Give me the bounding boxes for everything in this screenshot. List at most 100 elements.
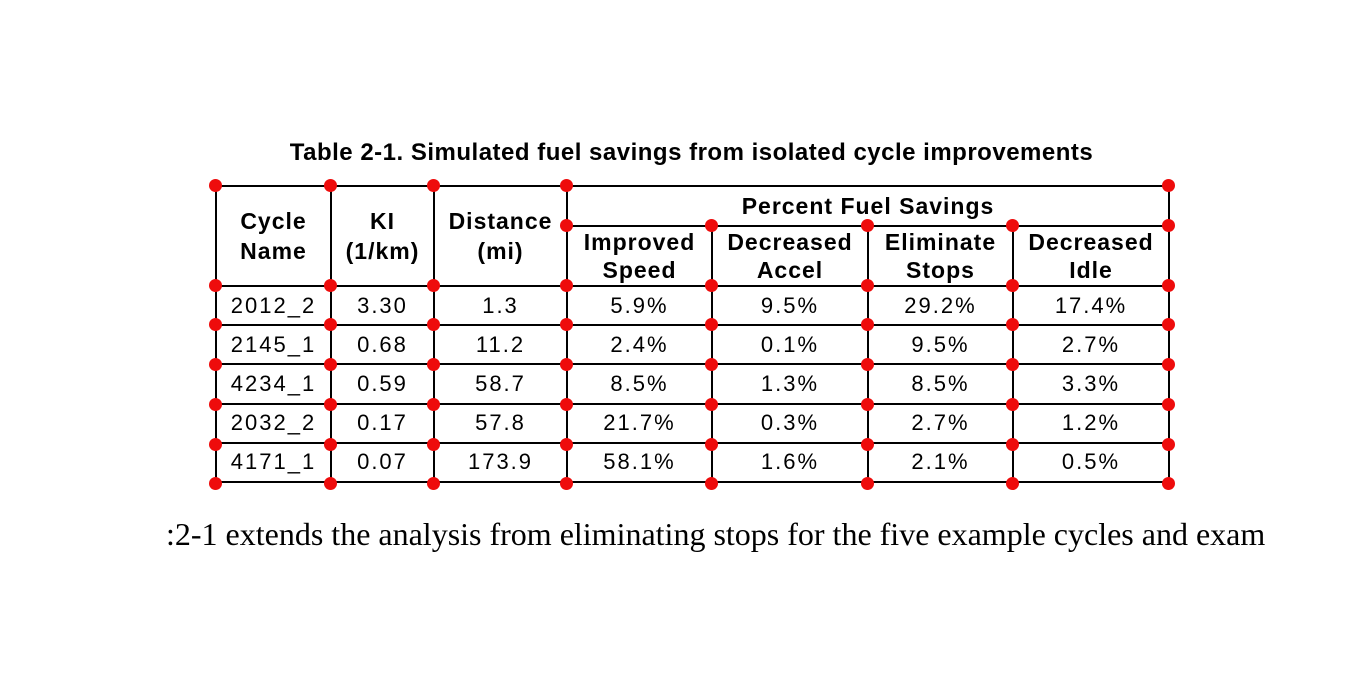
vertex-dot: [1005, 218, 1019, 232]
vertex-dot: [559, 437, 573, 451]
cell-decreased-idle: 17.4%: [1011, 284, 1171, 327]
cell-improved-speed: 8.5%: [566, 363, 713, 405]
vertex-dot: [426, 476, 440, 490]
vertex-dot: [1005, 278, 1019, 292]
table-row: 2012_2 3.30 1.3 5.9% 9.5% 29.2% 17.4%: [215, 284, 1171, 327]
vertex-dot: [704, 218, 718, 232]
vertex-dot: [860, 437, 874, 451]
vertex-dot: [208, 317, 222, 331]
table-row: 2145_1 0.68 11.2 2.4% 0.1% 9.5% 2.7%: [215, 324, 1171, 366]
header-improved-speed: Improved Speed: [566, 225, 713, 287]
vertex-dot: [426, 317, 440, 331]
cell-cycle-name: 2032_2: [215, 402, 332, 444]
vertex-dot: [426, 397, 440, 411]
cell-improved-speed: 58.1%: [566, 441, 713, 484]
vertex-dot: [1161, 476, 1175, 490]
vertex-dot: [559, 357, 573, 371]
header-ki: KI (1/km): [330, 185, 435, 287]
vertex-dot: [426, 178, 440, 192]
header-cycle-name: Cycle Name: [215, 185, 332, 287]
vertex-dot: [704, 476, 718, 490]
vertex-dot: [208, 437, 222, 451]
vertex-dot: [1005, 397, 1019, 411]
vertex-dot: [426, 357, 440, 371]
vertex-dot: [1161, 178, 1175, 192]
cell-cycle-name: 4234_1: [215, 363, 332, 405]
clipped-text-fragment: :: [166, 516, 175, 552]
table-row: 2032_2 0.17 57.8 21.7% 0.3% 2.7% 1.2%: [215, 402, 1171, 444]
vertex-dot: [559, 397, 573, 411]
table-body: 2012_2 3.30 1.3 5.9% 9.5% 29.2% 17.4% 2145_1 0.6…: [215, 284, 1171, 484]
vertex-dot: [1005, 437, 1019, 451]
vertex-dot: [559, 178, 573, 192]
cell-distance: 57.8: [433, 402, 568, 444]
vertex-dot: [1161, 437, 1175, 451]
cell-eliminate-stops: 8.5%: [867, 363, 1014, 405]
cell-cycle-name: 2145_1: [215, 324, 332, 366]
cell-improved-speed: 2.4%: [566, 324, 713, 366]
vertex-dot: [1161, 357, 1175, 371]
cell-ki: 0.59: [330, 363, 435, 405]
cell-distance: 11.2: [433, 324, 568, 366]
table-row: 4171_1 0.07 173.9 58.1% 1.6% 2.1% 0.5%: [215, 441, 1171, 484]
cell-ki: 0.17: [330, 402, 435, 444]
vertex-dot: [559, 218, 573, 232]
vertex-dot: [208, 357, 222, 371]
vertex-dot: [323, 437, 337, 451]
vertex-dot: [1161, 278, 1175, 292]
cell-decreased-accel: 9.5%: [711, 284, 869, 327]
vertex-dot: [208, 476, 222, 490]
cell-decreased-idle: 0.5%: [1011, 441, 1171, 484]
vertex-dot: [323, 317, 337, 331]
cell-decreased-accel: 1.3%: [711, 363, 869, 405]
header-eliminate-stops: Eliminate Stops: [867, 225, 1014, 287]
cell-improved-speed: 21.7%: [566, 402, 713, 444]
vertex-dot: [559, 278, 573, 292]
vertex-dot: [1161, 397, 1175, 411]
vertex-dot: [704, 317, 718, 331]
vertex-dot: [704, 357, 718, 371]
vertex-dot: [860, 357, 874, 371]
body-text-line: :2-1 extends the analysis from eliminati…: [166, 516, 1265, 553]
vertex-dot: [208, 397, 222, 411]
vertex-dot: [208, 178, 222, 192]
header-row-sub: Improved Speed Decreased Accel Eliminate…: [216, 225, 1171, 287]
cell-ki: 0.07: [330, 441, 435, 484]
cell-decreased-accel: 1.6%: [711, 441, 869, 484]
cell-eliminate-stops: 9.5%: [867, 324, 1014, 366]
vertex-dot: [559, 317, 573, 331]
cell-cycle-name: 2012_2: [215, 284, 332, 327]
cell-decreased-accel: 0.1%: [711, 324, 869, 366]
vertex-dot: [323, 397, 337, 411]
table-row: 4234_1 0.59 58.7 8.5% 1.3% 8.5% 3.3%: [215, 363, 1171, 405]
cell-distance: 173.9: [433, 441, 568, 484]
fuel-savings-table: Cycle Name KI (1/km) Distance (mi) Perce…: [215, 185, 1171, 484]
cell-distance: 1.3: [433, 284, 568, 327]
header-decreased-accel: Decreased Accel: [711, 225, 869, 287]
table-caption: Table 2-1. Simulated fuel savings from i…: [289, 139, 1094, 166]
vertex-dot: [1005, 476, 1019, 490]
cell-cycle-name: 4171_1: [215, 441, 332, 484]
vertex-dot: [559, 476, 573, 490]
cell-eliminate-stops: 2.7%: [867, 402, 1014, 444]
vertex-dot: [323, 278, 337, 292]
vertex-dot: [1005, 357, 1019, 371]
vertex-dot: [1161, 317, 1175, 331]
header-decreased-idle: Decreased Idle: [1011, 225, 1171, 287]
cell-eliminate-stops: 2.1%: [867, 441, 1014, 484]
cell-decreased-idle: 1.2%: [1011, 402, 1171, 444]
vertex-dot: [208, 278, 222, 292]
header-row-group: Cycle Name KI (1/km) Distance (mi) Perce…: [215, 185, 1171, 287]
vertex-dot: [860, 218, 874, 232]
cell-ki: 3.30: [330, 284, 435, 327]
cell-improved-speed: 5.9%: [566, 284, 713, 327]
vertex-dot: [323, 357, 337, 371]
cell-decreased-accel: 0.3%: [711, 402, 869, 444]
vertex-dot: [704, 437, 718, 451]
vertex-dot: [704, 397, 718, 411]
vertex-dot: [426, 278, 440, 292]
vertex-dot: [1005, 317, 1019, 331]
cell-decreased-idle: 2.7%: [1011, 324, 1171, 366]
vertex-dot: [860, 476, 874, 490]
